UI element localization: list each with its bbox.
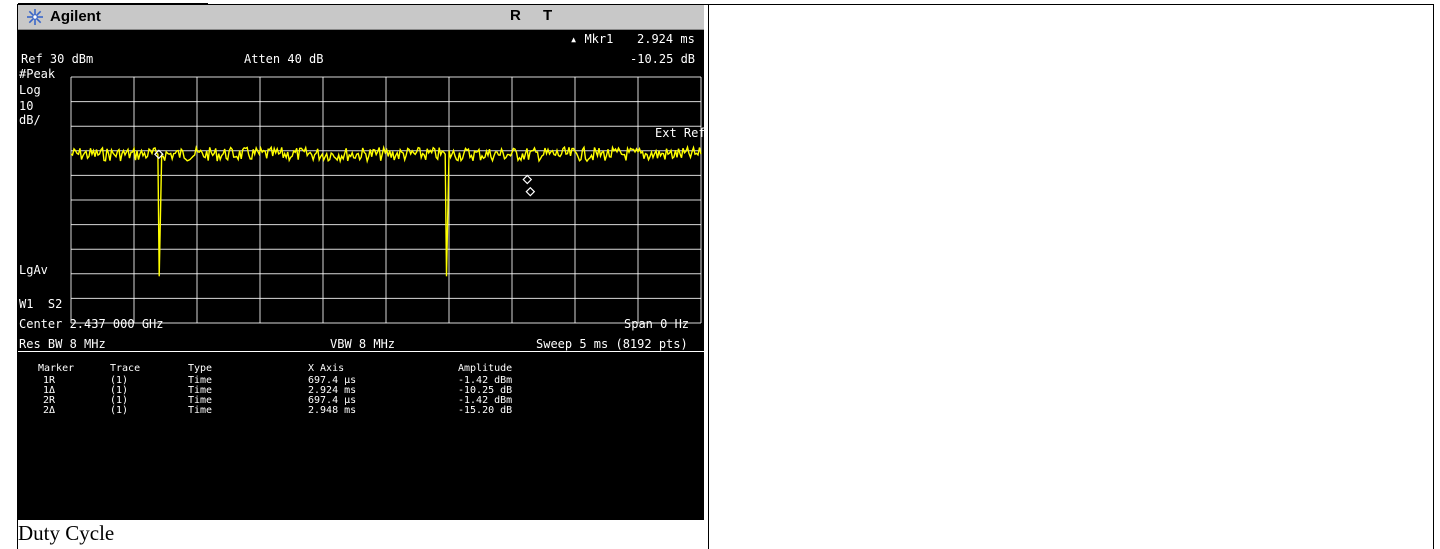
marker-table-cell: 2R: [43, 395, 56, 406]
marker-table-cell: -15.20 dB: [458, 405, 513, 416]
marker-table-cell: 2.948 ms: [308, 405, 357, 416]
marker-table-cell: 697.4 µs: [308, 375, 357, 386]
marker-readout-x: 2.924 ms: [637, 32, 695, 46]
marker-readout-y: -10.25 dB: [630, 52, 696, 66]
detector-label: #Peak: [19, 67, 56, 81]
marker-diamond: [525, 186, 536, 197]
marker-table-cell: -1.42 dBm: [458, 375, 513, 386]
analyzer-title-bar: Agilent R T: [18, 5, 704, 30]
scale-type-label: Log: [19, 83, 41, 97]
ref-level: Ref 30 dBm: [21, 52, 94, 66]
status-t: T: [543, 7, 553, 24]
ext-ref-label: Ext Ref: [655, 126, 704, 140]
marker-table-cell: Time: [188, 405, 213, 416]
layout-table: [17, 4, 1434, 549]
center-frequency: Center 2.437 000 GHz: [19, 317, 164, 331]
trace-line: [70, 144, 702, 277]
marker-table-cell: 2.924 ms: [308, 385, 357, 396]
marker-table-cell: 697.4 µs: [308, 395, 357, 406]
marker-table-cell: Time: [188, 395, 213, 406]
trace-plot: [70, 76, 702, 324]
table-divider: [708, 4, 709, 549]
scale-unit-label: dB/: [19, 113, 41, 127]
marker-table-cell: -10.25 dB: [458, 385, 513, 396]
status-r: R: [510, 7, 521, 24]
span-value: Span 0 Hz: [624, 317, 690, 331]
marker-table-cell: 1Δ: [43, 385, 56, 396]
marker-table-header: Type: [188, 363, 213, 374]
marker-table: Marker Trace Type X Axis Amplitude 1R (1) Time 6…: [18, 355, 704, 515]
w1s2-label: W1 S2: [19, 297, 63, 311]
marker-readout-label: ▴ Mkr1: [570, 32, 614, 46]
marker-table-cell: (1): [110, 395, 129, 406]
atten-value: Atten 40 dB: [244, 52, 324, 66]
marker-table-cell: Time: [188, 385, 213, 396]
marker-diamond: [154, 149, 164, 160]
brand-name: Agilent: [50, 8, 101, 25]
marker-table-cell: 2Δ: [43, 405, 56, 416]
figure-caption: Duty Cycle: [18, 521, 115, 545]
scale-value-label: 10: [19, 99, 34, 113]
marker-table-cell: Time: [188, 375, 213, 386]
marker-diamond: [522, 174, 533, 185]
marker-table-divider: [18, 351, 704, 352]
marker-table-header: Amplitude: [458, 363, 513, 374]
analyzer-screen: Agilent R T ▴ Mkr1 2.924 ms Ref 30 dBm A…: [18, 5, 704, 520]
marker-table-header: Trace: [110, 363, 141, 374]
video-bandwidth: VBW 8 MHz: [330, 337, 396, 351]
marker-table-cell: 1R: [43, 375, 56, 386]
sweep-time: Sweep 5 ms (8192 pts): [536, 337, 688, 351]
marker-table-cell: (1): [110, 405, 129, 416]
resolution-bandwidth: Res BW 8 MHz: [19, 337, 106, 351]
agilent-spark-icon: [27, 9, 43, 25]
marker-table-cell: (1): [110, 375, 129, 386]
marker-table-cell: (1): [110, 385, 129, 396]
avg-type-label: LgAv: [19, 263, 48, 277]
marker-table-cell: -1.42 dBm: [458, 395, 513, 406]
marker-table-header: X Axis: [308, 363, 345, 374]
marker-table-header: Marker: [38, 363, 75, 374]
